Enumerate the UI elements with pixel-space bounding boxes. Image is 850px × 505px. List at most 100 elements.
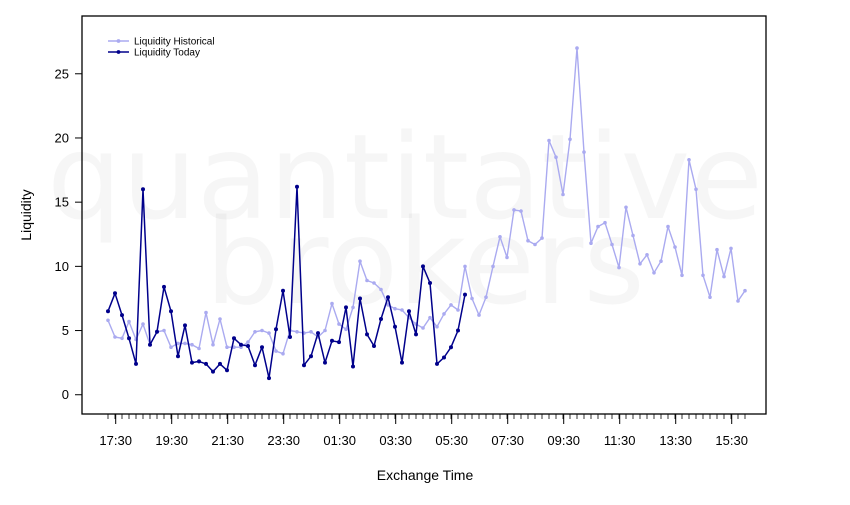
data-point: [344, 305, 348, 310]
y-tick-label: 20: [55, 130, 69, 145]
y-tick-label: 15: [55, 195, 69, 210]
data-point: [463, 292, 467, 297]
data-point: [225, 345, 229, 350]
data-point: [498, 235, 502, 239]
data-point: [554, 155, 558, 159]
data-point: [330, 338, 334, 343]
legend-marker: [116, 39, 121, 43]
data-point: [225, 368, 229, 373]
data-point: [638, 262, 642, 266]
data-point: [316, 331, 320, 336]
data-point: [127, 319, 131, 324]
data-point: [484, 295, 488, 300]
data-point: [477, 313, 481, 317]
data-point: [309, 330, 313, 334]
data-point: [127, 336, 131, 341]
y-tick-label: 0: [62, 387, 69, 402]
data-point: [155, 329, 159, 334]
legend-marker: [116, 50, 121, 54]
data-point: [729, 246, 733, 251]
data-point: [582, 150, 586, 154]
data-point: [351, 305, 355, 310]
data-point: [673, 245, 677, 249]
y-tick-label: 5: [62, 323, 69, 338]
data-point: [610, 242, 614, 247]
data-point: [379, 287, 383, 292]
data-point: [295, 184, 299, 189]
data-point: [596, 224, 600, 229]
data-point: [491, 264, 495, 269]
data-point: [519, 209, 523, 213]
x-axis: 17:30 19:30 21:30 23:30 01:30 03:30 05:30 07:30…: [99, 414, 748, 448]
data-point: [162, 284, 166, 289]
data-point: [281, 351, 285, 356]
data-point: [687, 158, 691, 162]
data-point: [176, 341, 180, 346]
data-point: [456, 328, 460, 333]
data-point: [190, 342, 194, 347]
data-point: [708, 295, 712, 300]
data-point: [218, 317, 222, 321]
data-point: [232, 336, 236, 341]
data-point: [666, 224, 670, 229]
data-point: [722, 274, 726, 279]
data-point: [295, 330, 299, 334]
data-point: [715, 247, 719, 252]
data-point: [652, 271, 656, 275]
y-axis: 0 5 10 15 20 25: [55, 66, 82, 402]
series-historical: [106, 46, 747, 356]
data-point: [267, 331, 271, 335]
data-point: [372, 281, 376, 285]
data-point: [421, 264, 425, 269]
x-tick-label: 15:30: [715, 433, 748, 448]
x-tick-label: 07:30: [491, 433, 524, 448]
data-point: [211, 369, 215, 374]
series-line: [107, 186, 466, 379]
data-point: [372, 344, 376, 348]
data-point: [442, 312, 446, 316]
data-point: [575, 46, 579, 50]
data-point: [428, 281, 432, 285]
data-point: [617, 265, 621, 270]
data-point: [113, 335, 117, 339]
y-axis-title: Liquidity: [18, 189, 34, 240]
data-point: [659, 259, 663, 264]
data-point: [141, 187, 145, 192]
data-point: [183, 323, 187, 328]
x-tick-label: 09:30: [547, 433, 580, 448]
data-point: [435, 324, 439, 329]
data-point: [246, 344, 250, 348]
x-tick-label: 19:30: [155, 433, 188, 448]
watermark-line-2: brokers: [205, 193, 645, 331]
data-point: [645, 253, 649, 257]
x-tick-label: 11:30: [604, 433, 636, 448]
data-point: [442, 355, 446, 360]
data-point: [512, 208, 516, 212]
data-point: [400, 360, 404, 365]
x-tick-label: 13:30: [659, 433, 692, 448]
data-point: [323, 328, 327, 333]
data-point: [449, 303, 453, 307]
data-point: [239, 342, 243, 347]
data-point: [232, 345, 236, 350]
data-point: [218, 361, 222, 366]
data-point: [267, 376, 271, 381]
data-point: [204, 310, 208, 315]
data-point: [505, 255, 509, 260]
data-point: [631, 233, 635, 238]
data-point: [701, 273, 705, 278]
data-point: [288, 335, 292, 339]
data-point: [589, 241, 593, 245]
data-point: [253, 363, 257, 368]
x-tick-label: 03:30: [379, 433, 412, 448]
data-point: [414, 332, 418, 337]
data-point: [120, 336, 124, 341]
data-point: [330, 301, 334, 306]
data-point: [309, 354, 313, 359]
data-point: [561, 192, 565, 197]
data-point: [463, 264, 467, 269]
data-point: [407, 309, 411, 314]
